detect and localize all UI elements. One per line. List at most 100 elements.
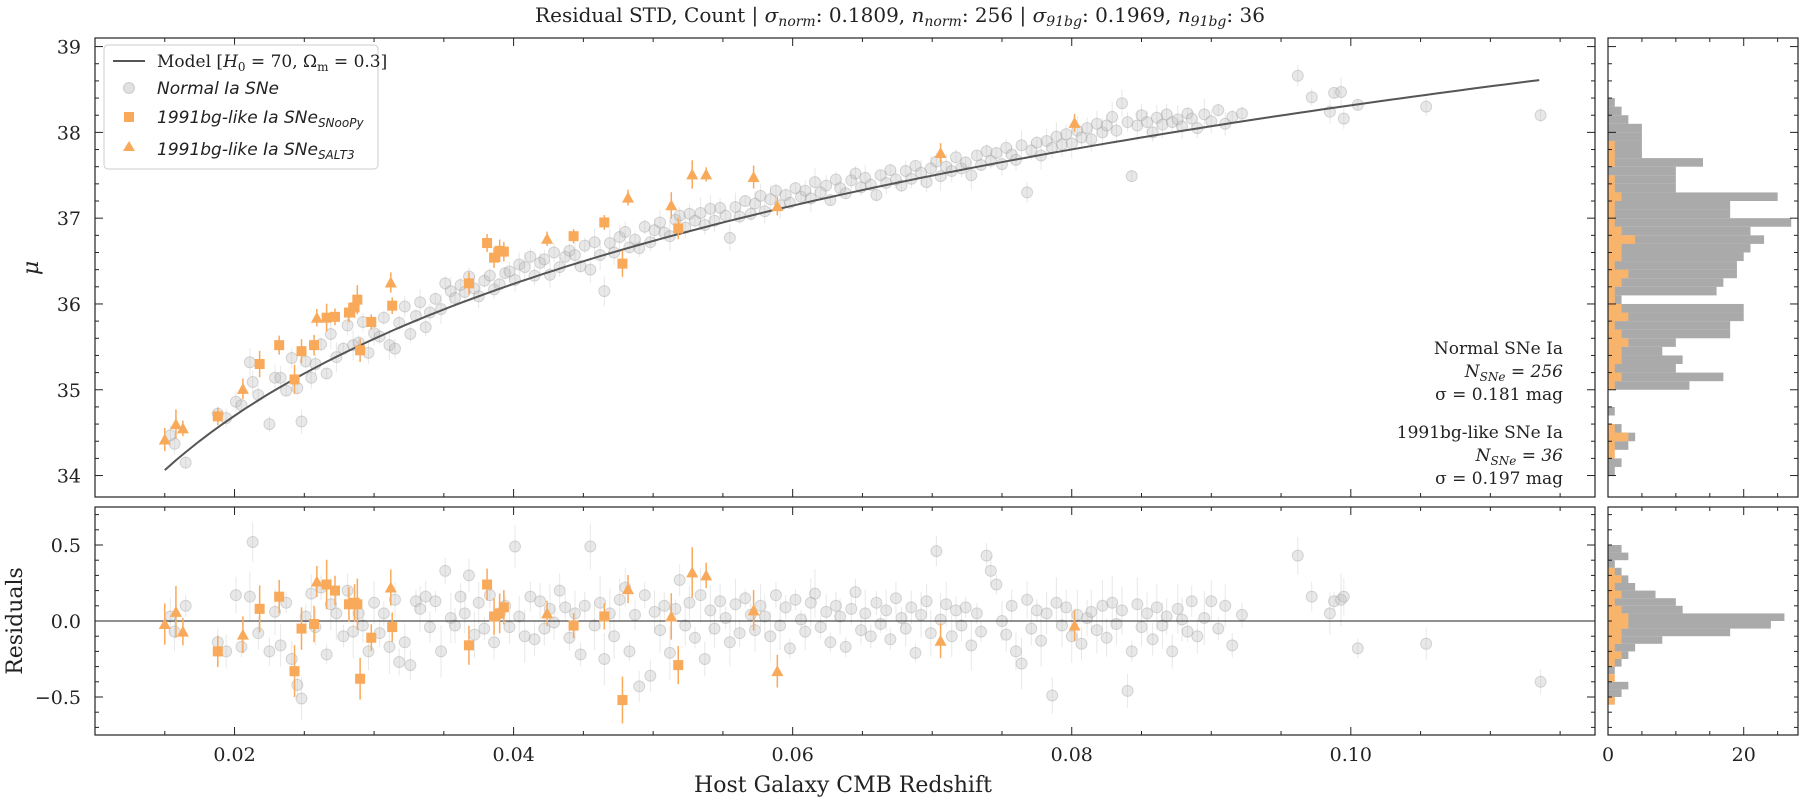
salt3-point [934,146,947,158]
residual-normal-point [694,589,707,602]
salt3-point [176,422,189,434]
residual-snoopy-point [343,599,354,610]
normal-sn-point [513,258,526,271]
residual-snoopy-point [673,660,684,671]
residual-normal-point [949,604,962,617]
normal-sn-point [638,220,651,233]
resid-hist-normal-bar [1608,643,1636,652]
hist-bg-bar [1608,321,1615,330]
hist-bg-bar [1608,424,1615,433]
residual-normal-point [864,630,877,643]
residual-normal-point [955,619,968,632]
residual-normal-point [269,605,281,618]
salt3-point [665,199,678,211]
normal-sn-point [563,244,576,257]
residual-normal-point [509,540,521,553]
residual-snoopy-point [212,646,223,657]
annotation-bg-sigma: σ = 0.197 mag [1435,469,1563,489]
normal-sn-point [884,164,897,177]
residual-normal-point [534,595,547,608]
x-tick-label: 0.06 [772,744,814,766]
snoopy-point [489,252,500,263]
normal-sn-point [1420,100,1433,113]
hist-normal-bar [1608,286,1717,296]
hist-normal-bar [1608,243,1751,253]
normal-sn-point [538,253,551,266]
hist-bg-bar [1608,243,1622,253]
x-tick-label: 0.08 [1051,744,1093,766]
normal-sn-point [305,371,318,384]
residual-normal-point [1160,610,1173,623]
residual-normal-point [285,653,298,665]
residual-normal-point [559,601,572,614]
normal-sn-point [1075,131,1088,144]
legend-snoopy-label: 1991bg-like Ia SNeSNooPy [157,108,364,130]
hist-normal-bar [1608,201,1731,210]
hist-bg-bar [1608,295,1615,304]
normal-sn-point [295,415,308,428]
normal-sn-point [285,352,298,365]
snoopy-point [482,238,493,249]
mu-histogram-frame [1607,37,1799,498]
residual-normal-point [1323,607,1336,620]
snoopy-point [254,359,265,370]
residual-normal-point [449,619,461,632]
resid-hist-normal-bar [1608,605,1683,614]
hist-bg-bar [1608,312,1629,322]
snoopy-point [349,302,360,313]
residual-normal-point [1030,604,1043,617]
residual-normal-point [623,645,636,658]
resid-y-tick-label: 0.0 [51,611,81,633]
normal-sn-point [1015,139,1028,152]
normal-sn-point [503,265,516,278]
normal-sn-point [673,209,686,222]
hist-normal-bar [1608,261,1737,270]
residual-normal-point [1328,595,1341,608]
residual-normal-point [855,624,868,637]
normal-sn-point [683,207,696,220]
residual-salt3-point [158,618,171,630]
residual-normal-point [1050,596,1063,609]
residual-normal-point [1150,601,1163,614]
normal-sn-point [1050,130,1063,143]
y-axis-label-residuals: Residuals [3,567,28,675]
normal-sn-point [1328,86,1341,99]
resid-hist-normal-bar [1608,552,1629,561]
residual-normal-point [1175,613,1188,626]
normal-sn-point [1166,116,1179,129]
residual-normal-point [1212,622,1225,635]
snoopy-point [498,246,509,257]
residual-normal-point [462,569,475,582]
residual-normal-point [758,610,771,623]
normal-sn-point [429,292,442,305]
residual-normal-point [884,633,897,646]
residual-normal-point [1235,608,1248,621]
normal-sn-point [739,195,752,208]
hist-normal-bar [1608,303,1744,313]
main-x-ticks [94,38,1561,497]
hist-normal-bar [1608,355,1683,365]
normal-sn-point [870,189,883,202]
mu-histogram [1608,98,1792,476]
residual-normal-point [578,599,591,612]
salt3-point [541,232,554,244]
residual-normal-point [295,692,308,705]
residual-salt3-point [169,605,182,617]
residual-normal-point [1040,607,1053,620]
residual-normal-point [1046,689,1059,702]
residual-normal-point [299,610,312,623]
normal-sn-point [598,285,611,298]
residual-normal-point [1166,645,1179,658]
salt3-point [158,433,171,445]
normal-sn-point [1337,112,1350,125]
residual-normal-point [584,540,597,553]
residual-normal-point [638,589,651,602]
residual-normal-point [478,622,491,635]
hist-normal-bar [1608,372,1724,382]
normal-sn-point [980,145,993,158]
normal-sn-point [814,186,827,199]
residual-normal-point [458,607,471,620]
residual-normal-point [774,619,787,632]
normal-sn-point [243,356,256,369]
bg-sne-points [158,114,1081,452]
